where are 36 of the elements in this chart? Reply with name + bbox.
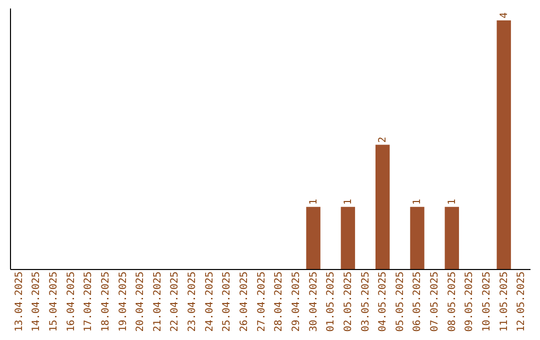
- data-label: 1: [446, 198, 458, 205]
- x-tick-label: 14.04.2025: [31, 272, 42, 332]
- x-tick-label: 17.04.2025: [83, 272, 94, 332]
- x-tick-label: 20.04.2025: [135, 272, 146, 332]
- x-tick-label: 25.04.2025: [222, 272, 233, 332]
- x-tick-label: 05.05.2025: [394, 272, 406, 332]
- x-tick-label: 15.04.2025: [48, 272, 60, 332]
- x-tick-label: 18.04.2025: [100, 272, 112, 332]
- x-tick-label: 24.04.2025: [204, 272, 216, 332]
- data-label: 1: [412, 198, 424, 205]
- x-tick-label: 09.05.2025: [464, 272, 476, 332]
- x-tick-label: 07.05.2025: [430, 272, 441, 332]
- data-label: 2: [378, 136, 389, 143]
- x-tick-label: 03.05.2025: [360, 272, 372, 332]
- x-tick-label: 30.04.2025: [308, 272, 320, 332]
- x-tick-label: 21.04.2025: [152, 272, 164, 332]
- x-tick-label: 13.04.2025: [14, 272, 25, 332]
- x-tick-label: 19.04.2025: [118, 272, 129, 332]
- x-tick-label: 01.05.2025: [326, 272, 337, 332]
- data-label: 4: [498, 12, 510, 18]
- x-tick-label: 04.05.2025: [378, 272, 389, 332]
- x-tick-label: 23.04.2025: [187, 272, 198, 332]
- x-tick-label: 27.04.2025: [256, 272, 268, 332]
- x-tick-label: 08.05.2025: [446, 272, 458, 332]
- x-tick-label: 29.04.2025: [290, 272, 302, 332]
- x-tick-label: 22.04.2025: [170, 272, 181, 332]
- x-tick-label: 11.05.2025: [498, 272, 510, 332]
- x-tick-label: 12.05.2025: [516, 272, 528, 332]
- data-label: 1: [308, 198, 320, 205]
- x-tick-label: 02.05.2025: [342, 272, 354, 332]
- x-tick-label: 10.05.2025: [482, 272, 493, 332]
- data-label: 1: [342, 198, 354, 205]
- x-tick-label: 28.04.2025: [274, 272, 285, 332]
- x-tick-label: 26.04.2025: [239, 272, 250, 332]
- x-tick-label: 06.05.2025: [412, 272, 424, 332]
- x-tick-label: 16.04.2025: [66, 272, 77, 332]
